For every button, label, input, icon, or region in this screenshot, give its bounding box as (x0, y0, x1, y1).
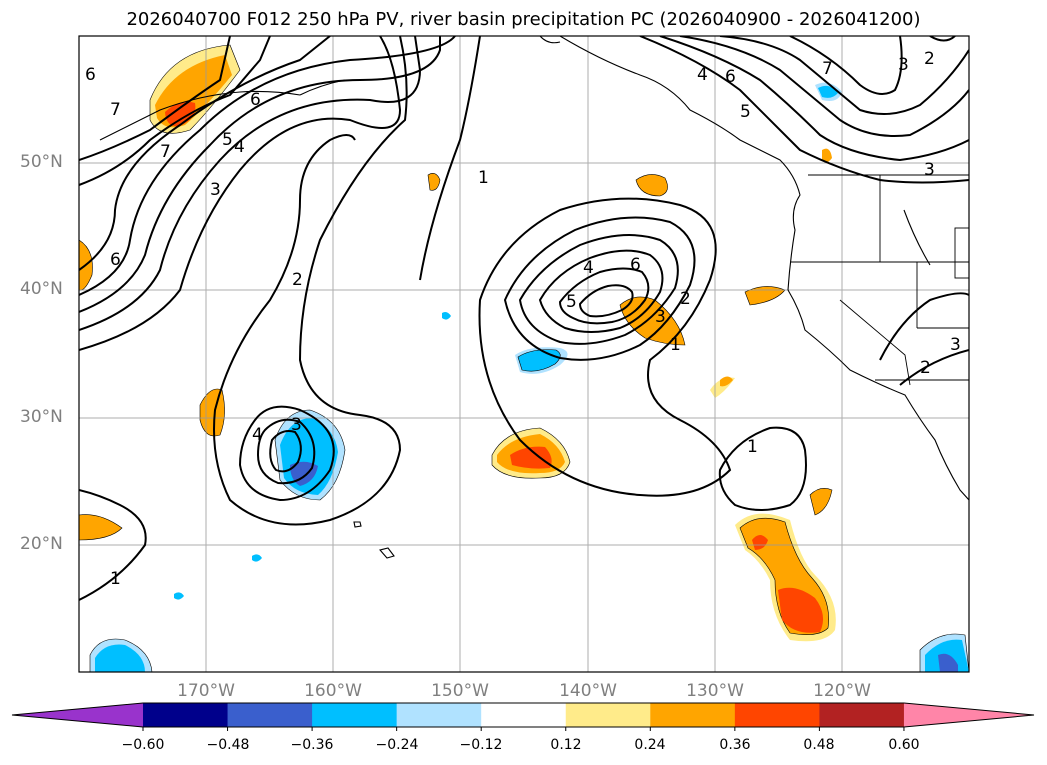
colorbar-tick: −0.12 (459, 737, 503, 753)
lat-label: 30°N (20, 407, 63, 427)
pv-contour-labels: 6 7 7 6 5 4 3 6 2 1 4 3 1 4 6 5 3 2 1 1 … (85, 49, 961, 589)
colorbar-tick: −0.48 (206, 737, 250, 753)
colorbar-tick: −0.24 (375, 737, 419, 753)
colorbar-tick: 0.60 (888, 737, 920, 753)
pv-label: 5 (566, 292, 577, 312)
graticule (79, 36, 969, 672)
colorbar-box (312, 703, 398, 727)
lon-label: 120°W (813, 681, 871, 701)
pv-label: 2 (920, 358, 931, 378)
pv-label: 2 (292, 270, 303, 290)
pv-label: 6 (85, 65, 96, 85)
colorbar-box (565, 703, 651, 727)
colorbar-tick: 0.48 (803, 737, 835, 753)
colorbar-tick: 0.36 (719, 737, 751, 753)
lon-label: 160°W (304, 681, 362, 701)
pv-label: 6 (630, 255, 641, 275)
pv-label: 3 (291, 415, 302, 435)
colorbar-extend-high (903, 703, 1034, 727)
colorbar-box (143, 703, 229, 727)
pv-label: 6 (110, 250, 121, 270)
colorbar-box (227, 703, 313, 727)
pv-label: 4 (234, 137, 245, 157)
colorbar-extend-low (12, 703, 143, 727)
pv-label: 4 (252, 425, 263, 445)
pv-label: 7 (822, 59, 833, 79)
lon-label: 170°W (177, 681, 235, 701)
pv-label: 6 (250, 90, 261, 110)
colorbar-tick: 0.12 (550, 737, 582, 753)
pv-label: 3 (950, 335, 961, 355)
pv-label: 1 (747, 437, 758, 457)
pv-label: 5 (222, 130, 233, 150)
lat-label: 50°N (20, 152, 63, 172)
pv-label: 3 (924, 160, 935, 180)
pv-label: 7 (110, 100, 121, 120)
lon-label: 150°W (431, 681, 489, 701)
pv-label: 1 (670, 335, 681, 355)
pv-label: 1 (478, 168, 489, 188)
pv-label: 6 (725, 67, 736, 87)
map-panel: 6 7 7 6 5 4 3 6 2 1 4 3 1 4 6 5 3 2 1 1 … (78, 35, 970, 673)
lat-label: 20°N (20, 534, 63, 554)
lon-label: 130°W (686, 681, 744, 701)
pv-label: 4 (697, 65, 708, 85)
map-frame (78, 35, 970, 673)
pv-label: 5 (740, 102, 751, 122)
lon-label: 140°W (559, 681, 617, 701)
pv-label: 1 (110, 569, 121, 589)
colorbar-tick: −0.36 (290, 737, 334, 753)
map-title: 2026040700 F012 250 hPa PV, river basin … (126, 9, 921, 30)
pv-label: 3 (210, 180, 221, 200)
pv-label: 2 (924, 49, 935, 69)
political-borders (790, 174, 969, 386)
colorbar-tick: −0.60 (121, 737, 165, 753)
pv-label: 3 (898, 55, 909, 75)
pv-label: 2 (680, 289, 691, 309)
lat-label: 40°N (20, 279, 63, 299)
pv-label: 3 (655, 307, 666, 327)
colorbar-tick: 0.24 (634, 737, 666, 753)
pv-label: 4 (583, 258, 594, 278)
colorbar-box (819, 703, 905, 727)
colorbar-box (650, 703, 736, 727)
pv-label: 7 (160, 142, 171, 162)
pv-contours (79, 36, 969, 601)
colorbar-box (734, 703, 820, 727)
colorbar-box (481, 703, 567, 727)
colorbar-box (396, 703, 482, 727)
